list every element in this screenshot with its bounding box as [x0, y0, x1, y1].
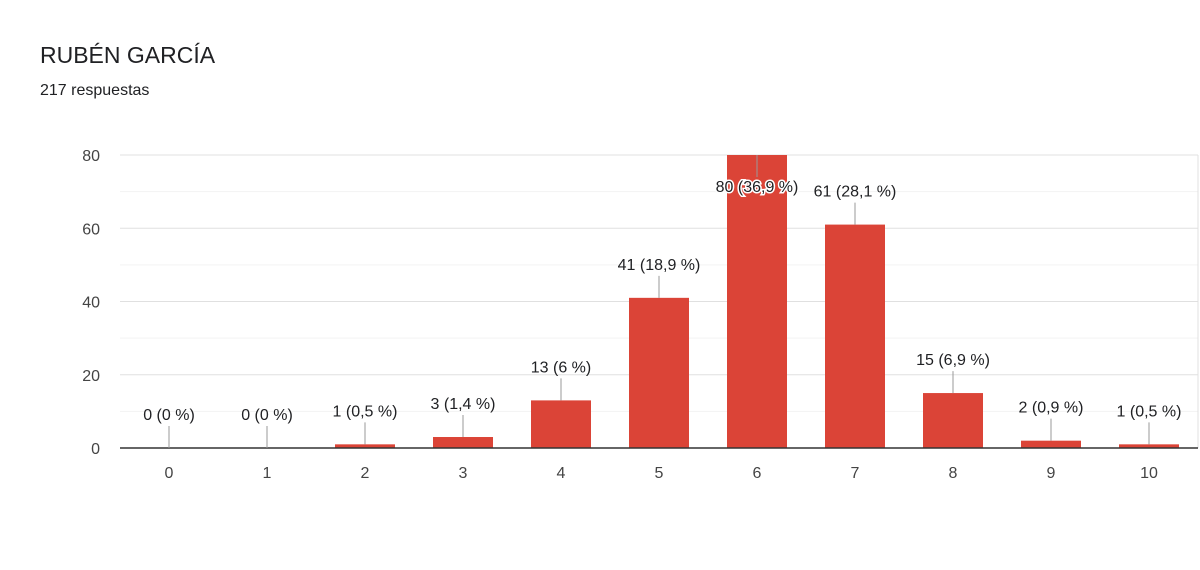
data-label: 1 (0,5 %)	[1117, 403, 1182, 420]
x-tick-label: 0	[165, 465, 174, 482]
x-tick-label: 10	[1140, 465, 1158, 482]
x-tick-label: 7	[851, 465, 860, 482]
bar	[433, 437, 493, 448]
y-tick-label: 80	[82, 148, 100, 165]
data-label: 13 (6 %)	[531, 359, 591, 376]
bar	[531, 400, 591, 448]
bar	[1021, 440, 1081, 448]
bar	[825, 224, 885, 448]
x-tick-label: 9	[1047, 465, 1056, 482]
data-label: 0 (0 %)	[143, 407, 195, 424]
x-tick-label: 2	[361, 465, 370, 482]
x-tick-label: 1	[263, 465, 272, 482]
data-label: 2 (0,9 %)	[1019, 400, 1084, 417]
x-tick-label: 6	[753, 465, 762, 482]
data-label: 80 (36,9 %)	[716, 179, 799, 196]
bar	[335, 444, 395, 448]
y-tick-label: 60	[82, 221, 100, 238]
x-tick-label: 5	[655, 465, 664, 482]
data-label: 61 (28,1 %)	[814, 184, 897, 201]
x-tick-label: 8	[949, 465, 958, 482]
y-tick-label: 20	[82, 368, 100, 385]
bar	[923, 393, 983, 448]
bar	[629, 297, 689, 448]
y-tick-label: 40	[82, 295, 100, 312]
x-tick-label: 4	[557, 465, 566, 482]
y-tick-label: 0	[91, 441, 100, 458]
chart-title: RUBÉN GARCÍA	[40, 42, 216, 68]
data-label: 1 (0,5 %)	[333, 403, 398, 420]
bar	[1119, 444, 1179, 448]
data-label: 15 (6,9 %)	[916, 352, 990, 369]
response-count: 217 respuestas	[40, 82, 150, 99]
x-tick-label: 3	[459, 465, 468, 482]
data-label: 41 (18,9 %)	[618, 257, 701, 274]
data-label: 3 (1,4 %)	[431, 396, 496, 413]
bar	[727, 155, 787, 448]
data-label: 0 (0 %)	[241, 407, 293, 424]
